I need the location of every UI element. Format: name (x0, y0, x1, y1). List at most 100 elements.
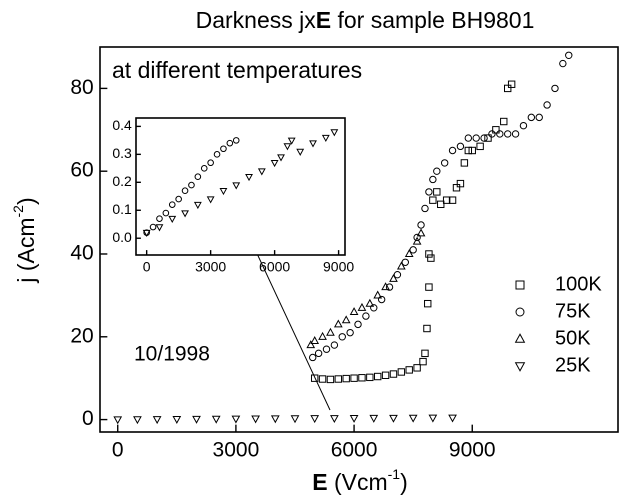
point (389, 414, 398, 423)
title-part: for sample BH9801 (331, 7, 534, 33)
point (472, 134, 480, 142)
point (381, 371, 390, 379)
point (492, 126, 500, 134)
point (456, 142, 465, 151)
point (314, 349, 323, 358)
point (310, 336, 320, 344)
point (433, 188, 441, 196)
point (408, 414, 418, 423)
point (156, 215, 163, 222)
point (220, 145, 227, 153)
point (413, 364, 421, 372)
legend-label: 25K (555, 354, 591, 376)
point (421, 349, 429, 358)
point (425, 188, 433, 196)
y-tick-label: 20 (70, 324, 93, 347)
point (330, 415, 339, 424)
point (396, 261, 406, 270)
legend-marker (515, 307, 525, 317)
point (277, 154, 285, 162)
point (172, 416, 182, 424)
point (257, 168, 266, 176)
point (519, 121, 528, 130)
point (369, 414, 379, 423)
point (349, 307, 359, 316)
point (511, 130, 520, 138)
point (428, 414, 438, 423)
point (318, 375, 327, 383)
title-part: E (316, 7, 331, 33)
plot-frame (99, 46, 619, 433)
point (334, 375, 343, 383)
point (370, 304, 378, 312)
x-tick-label: 0 (143, 258, 151, 274)
y-tick-label: 60 (70, 159, 93, 182)
point (194, 173, 202, 181)
y-label-part: ) (13, 197, 39, 205)
legend-label: 75K (555, 300, 591, 322)
y-label-part: j (Acm (13, 217, 39, 283)
point (181, 210, 189, 218)
title-part: Darkness jx (196, 7, 317, 33)
point (480, 134, 488, 142)
point (341, 315, 351, 324)
point (551, 84, 559, 93)
x-tick-label: 6000 (259, 258, 290, 274)
point (287, 137, 296, 145)
point (421, 204, 429, 213)
point (484, 134, 492, 142)
point (318, 331, 327, 340)
y-tick-label: 40 (70, 242, 93, 265)
point (310, 415, 320, 424)
point (448, 414, 457, 423)
point (404, 249, 414, 258)
point (290, 415, 300, 424)
point (333, 319, 343, 328)
point (326, 327, 335, 336)
chart-title: Darkness jxE for sample BH9801 (196, 7, 535, 33)
point (504, 130, 512, 138)
point (226, 139, 234, 147)
point (310, 374, 319, 382)
y-label-part: -2 (10, 205, 26, 218)
point (149, 223, 157, 231)
point (200, 165, 208, 172)
point (188, 181, 195, 189)
point (429, 175, 437, 184)
point (397, 368, 406, 376)
point (155, 224, 164, 232)
point (452, 184, 461, 192)
point (476, 142, 484, 151)
point (413, 233, 421, 242)
point (251, 415, 260, 424)
point (181, 187, 189, 194)
y-tick-label: 0.2 (112, 173, 132, 189)
point (296, 148, 305, 156)
point (309, 140, 317, 148)
point (500, 117, 508, 126)
point (423, 324, 431, 333)
point (389, 273, 398, 282)
point (448, 146, 457, 155)
point (306, 340, 316, 349)
point (425, 250, 433, 258)
x-tick-label: 9000 (323, 258, 354, 274)
point (206, 196, 215, 204)
point (322, 345, 331, 353)
point (326, 375, 335, 384)
point (440, 159, 449, 167)
point (330, 341, 339, 349)
y-tick-label: 80 (70, 76, 93, 99)
annotation: 10/1998 (134, 343, 210, 366)
point (425, 283, 433, 291)
x-tick-label: 6000 (331, 438, 378, 461)
point (133, 416, 142, 425)
point (468, 146, 476, 155)
point (527, 113, 536, 122)
point (424, 299, 432, 308)
point (346, 328, 354, 337)
y-axis-label: j (Acm-2) (10, 197, 39, 283)
legend-marker (514, 362, 526, 372)
x-tick-label: 3000 (213, 438, 260, 461)
